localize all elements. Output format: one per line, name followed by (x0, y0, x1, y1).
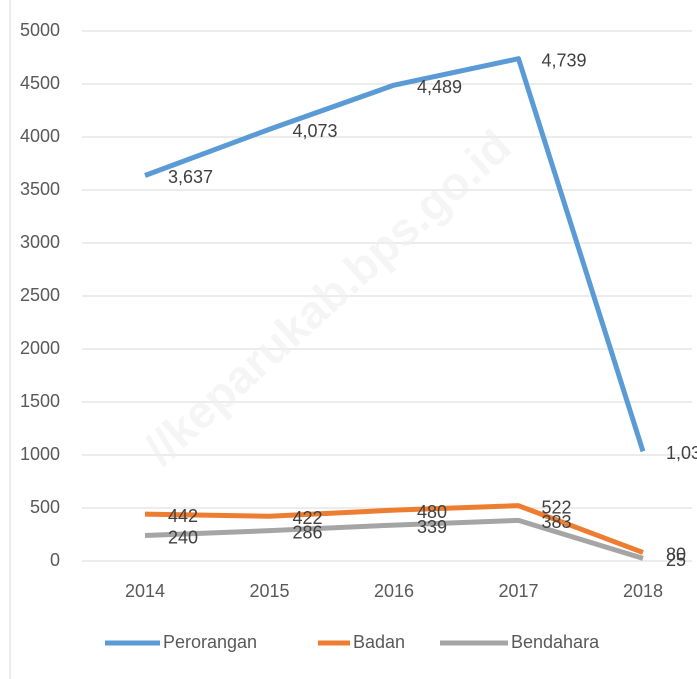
y-tick-label: 1000 (20, 444, 60, 464)
y-tick-label: 3500 (20, 179, 60, 199)
x-tick-label: 2018 (623, 581, 663, 601)
data-label: 4,073 (293, 121, 338, 141)
y-tick-label: 1500 (20, 391, 60, 411)
data-label: 422 (293, 508, 323, 528)
data-label: 339 (417, 517, 447, 537)
legend-label: Perorangan (163, 632, 257, 652)
legend: Perorangan Badan Bendahara (105, 632, 600, 652)
data-label: 442 (168, 506, 198, 526)
data-label: 25 (666, 550, 686, 570)
x-tick-label: 2014 (125, 581, 165, 601)
y-tick-label: 4500 (20, 73, 60, 93)
x-tick-label: 2017 (498, 581, 538, 601)
series-line (144, 56, 646, 453)
data-label: 4,489 (417, 77, 462, 97)
lines (144, 56, 646, 561)
legend-label: Badan (353, 632, 405, 652)
data-label: 240 (168, 527, 198, 547)
y-tick-label: 0 (50, 550, 60, 570)
grid: 0 500 1000 1500 2000 2500 3000 3500 4000 4500 5000… (20, 20, 692, 601)
series-line (144, 503, 644, 555)
y-tick-label: 500 (30, 497, 60, 517)
y-tick-label: 2500 (20, 285, 60, 305)
data-label: 522 (542, 497, 572, 517)
x-tick-label: 2016 (374, 581, 414, 601)
series-line (144, 517, 644, 561)
data-label: 480 (417, 502, 447, 522)
data-label: 80 (666, 544, 686, 564)
legend-label: Bendahara (511, 632, 600, 652)
y-tick-label: 3000 (20, 232, 60, 252)
data-label: 286 (293, 522, 323, 542)
data-label: 1,034 (666, 443, 697, 463)
y-tick-label: 2000 (20, 338, 60, 358)
data-label: 383 (542, 512, 572, 532)
labels: 3,6374,0734,4894,7391,034442422480522802… (168, 50, 697, 570)
data-label: 3,637 (168, 167, 213, 187)
x-tick-label: 2015 (249, 581, 289, 601)
y-tick-label: 5000 (20, 20, 60, 40)
y-tick-label: 4000 (20, 126, 60, 146)
data-label: 4,739 (542, 50, 587, 70)
